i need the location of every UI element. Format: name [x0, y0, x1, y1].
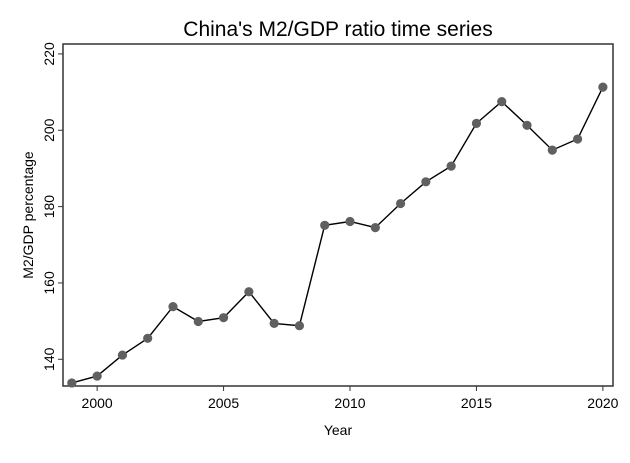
y-tick-label: 200: [41, 118, 57, 142]
data-point-2001: [117, 350, 128, 360]
data-point-2016: [497, 97, 507, 107]
series-line: [71, 86, 604, 384]
data-point-2004: [193, 316, 203, 327]
series-m2-gdp: [67, 82, 608, 388]
data-point-2009: [320, 220, 330, 230]
x-tick-label: 2010: [334, 395, 365, 411]
data-point-2015: [471, 118, 482, 128]
data-point-2000: [92, 371, 102, 381]
y-tick-label: 180: [41, 195, 57, 219]
x-axis-label: Year: [324, 422, 353, 438]
x-tick-label: 2000: [82, 395, 113, 411]
x-tick-label: 2015: [461, 395, 492, 411]
data-point-2002: [143, 333, 153, 343]
data-point-2017: [522, 120, 532, 130]
data-point-2018: [547, 145, 557, 155]
data-point-2019: [572, 134, 583, 144]
x-tick-label: 2020: [587, 395, 618, 411]
y-axis-label: M2/GDP percentage: [20, 151, 36, 279]
data-point-2020: [598, 82, 608, 92]
data-point-2007: [269, 318, 279, 329]
data-point-2006: [244, 287, 254, 297]
data-point-2010: [345, 216, 355, 227]
y-tick-label: 140: [41, 347, 57, 371]
data-point-2013: [421, 177, 431, 187]
y-tick-label: 160: [41, 271, 57, 295]
plot-frame: [62, 43, 614, 387]
chart-title: China's M2/GDP ratio time series: [183, 18, 492, 41]
data-point-2005: [218, 313, 229, 323]
x-axis: 2000 2005 2010 2015 2020: [82, 386, 619, 411]
y-tick-label: 220: [41, 42, 57, 66]
y-axis: 140 160 180 200 220: [41, 42, 63, 371]
data-point-2008: [294, 321, 305, 331]
data-point-2014: [446, 161, 456, 171]
data-point-2011: [370, 222, 380, 233]
data-point-2003: [168, 302, 178, 312]
x-tick-label: 2005: [208, 395, 239, 411]
data-point-1999: [67, 378, 77, 388]
data-point-2012: [395, 198, 406, 209]
